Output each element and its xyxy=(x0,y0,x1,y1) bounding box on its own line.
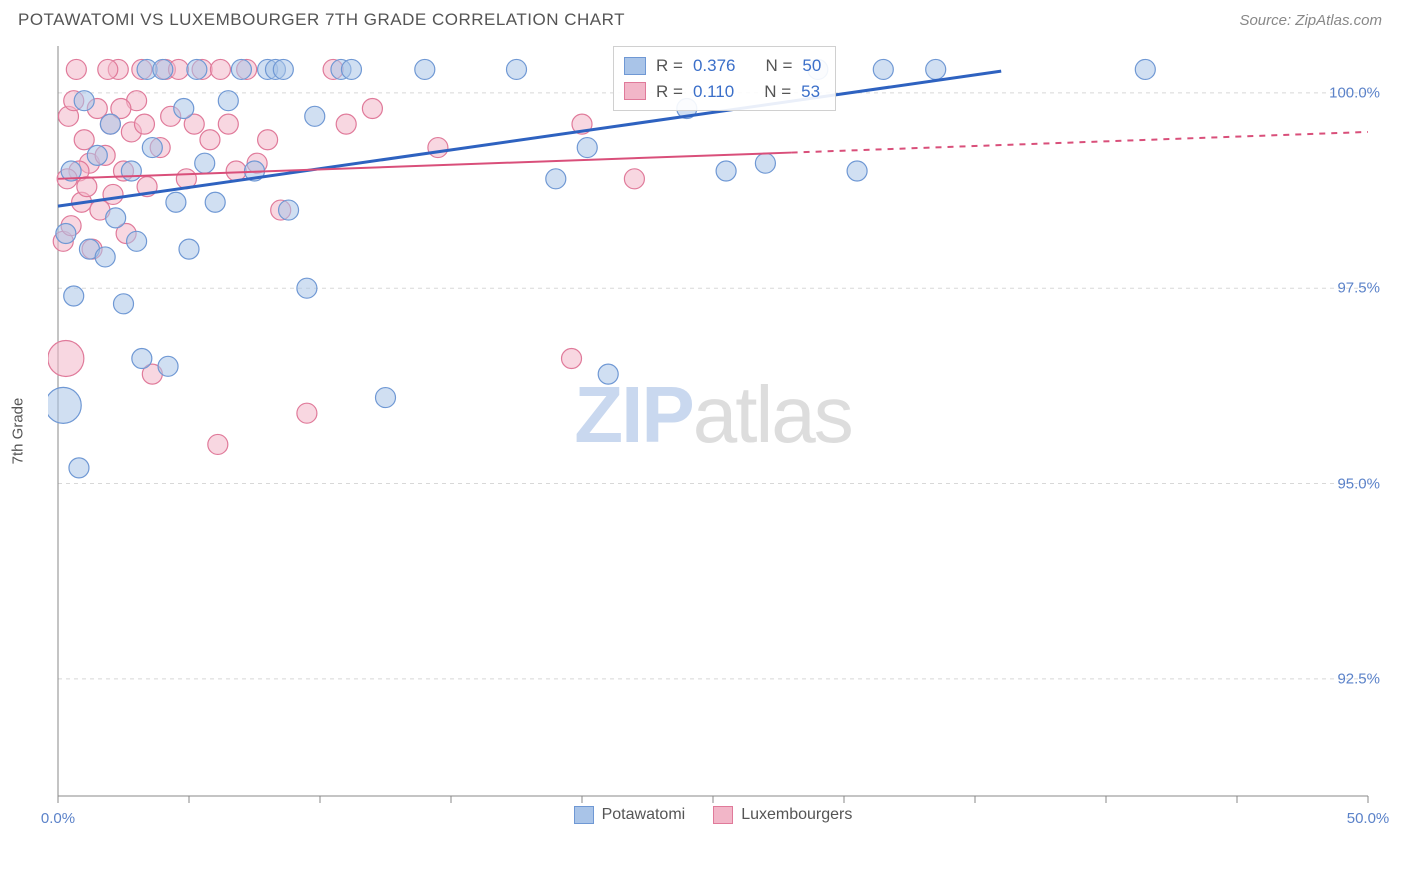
series-legend: Potawatomi Luxembourgers xyxy=(48,806,1378,824)
chart-container: POTAWATOMI VS LUXEMBOURGER 7TH GRADE COR… xyxy=(0,0,1406,892)
r-legend-row: R = 0.110 N = 53 xyxy=(624,79,821,105)
correlation-legend: R = 0.376 N = 50 R = 0.110 N = 53 xyxy=(613,46,836,111)
legend-swatch xyxy=(624,82,646,100)
n-label: N = xyxy=(765,53,792,79)
legend-label: Potawatomi xyxy=(602,806,686,824)
y-tick-label: 97.5% xyxy=(1337,280,1380,297)
source-label: Source: ZipAtlas.com xyxy=(1239,12,1382,29)
y-tick-label: 95.0% xyxy=(1337,475,1380,492)
r-legend-row: R = 0.376 N = 50 xyxy=(624,53,821,79)
plot-area: 7th Grade ZIPatlas R =0.376N =50R =0.110… xyxy=(48,36,1378,826)
legend-swatch xyxy=(713,806,733,824)
legend-item: Potawatomi xyxy=(574,806,686,824)
y-tick-label: 100.0% xyxy=(1329,84,1380,101)
header: POTAWATOMI VS LUXEMBOURGER 7TH GRADE COR… xyxy=(0,0,1406,36)
r-value: 0.376 xyxy=(693,53,736,79)
r-label: R = xyxy=(656,53,683,79)
legend-item: Luxembourgers xyxy=(713,806,852,824)
legend-swatch xyxy=(574,806,594,824)
y-axis-label: 7th Grade xyxy=(10,398,27,465)
scatter-svg xyxy=(48,36,1378,826)
chart-title: POTAWATOMI VS LUXEMBOURGER 7TH GRADE COR… xyxy=(18,10,625,30)
legend-label: Luxembourgers xyxy=(741,806,852,824)
r-value: 0.110 xyxy=(693,79,734,105)
n-value: 53 xyxy=(801,79,820,105)
n-value: 50 xyxy=(802,53,821,79)
legend-swatch xyxy=(624,57,646,75)
y-tick-label: 92.5% xyxy=(1337,670,1380,687)
r-label: R = xyxy=(656,79,683,105)
n-label: N = xyxy=(764,79,791,105)
